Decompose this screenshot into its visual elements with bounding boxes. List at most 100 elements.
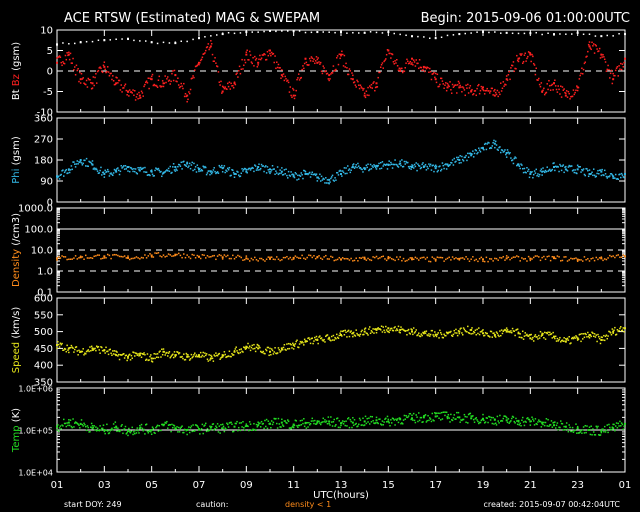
data-point — [333, 259, 335, 262]
data-point — [371, 165, 374, 167]
data-point — [412, 327, 415, 329]
data-point — [142, 95, 144, 97]
data-point — [547, 418, 549, 421]
data-point — [587, 169, 589, 172]
data-point — [461, 86, 464, 88]
data-point — [190, 425, 193, 427]
data-point — [84, 165, 87, 167]
data-point — [189, 167, 192, 170]
data-point — [308, 64, 310, 66]
data-point — [434, 333, 437, 336]
data-point — [186, 94, 189, 97]
data-point — [446, 86, 449, 89]
data-point — [350, 78, 352, 80]
data-point — [572, 89, 575, 91]
data-point — [123, 428, 125, 431]
data-point — [103, 257, 106, 259]
data-point — [444, 334, 446, 337]
data-point — [545, 170, 548, 173]
data-point — [319, 422, 321, 424]
data-point — [534, 334, 537, 336]
data-point — [347, 73, 350, 76]
data-point — [307, 426, 309, 428]
data-point — [319, 173, 321, 176]
data-point — [322, 417, 324, 420]
data-point — [404, 418, 406, 420]
x-tick-label: 05 — [145, 480, 158, 491]
data-point — [460, 86, 462, 88]
data-point — [270, 169, 273, 171]
data-point — [384, 59, 386, 62]
data-point — [198, 168, 200, 171]
data-point — [614, 69, 617, 72]
data-point — [601, 168, 603, 171]
data-point — [189, 257, 192, 260]
data-point — [269, 350, 271, 353]
data-point — [356, 332, 358, 335]
data-point — [538, 337, 541, 339]
data-point — [105, 71, 107, 74]
data-point — [549, 89, 552, 91]
data-point — [496, 415, 499, 418]
data-point — [254, 165, 257, 167]
data-point — [461, 418, 464, 421]
data-point — [196, 64, 199, 67]
density-y-tick-label: 10.0 — [31, 246, 53, 257]
data-point — [387, 255, 390, 258]
data-point — [486, 417, 488, 419]
data-point — [517, 163, 520, 165]
data-point — [140, 256, 143, 259]
data-point — [304, 421, 307, 424]
data-point — [549, 333, 552, 336]
data-point — [91, 40, 94, 43]
data-point — [598, 50, 600, 52]
data-point — [172, 166, 174, 168]
data-point — [510, 159, 513, 162]
speed-y-tick-label: 600 — [34, 294, 53, 305]
data-point — [90, 345, 93, 348]
data-point — [314, 423, 317, 425]
data-point — [111, 427, 113, 430]
data-point — [243, 167, 246, 170]
data-point — [95, 168, 98, 171]
data-point — [403, 329, 406, 332]
data-point — [581, 67, 583, 70]
data-point — [213, 429, 215, 431]
data-point — [150, 256, 153, 258]
x-tick-label: 03 — [98, 480, 111, 491]
data-point — [404, 163, 406, 165]
data-point — [115, 350, 117, 353]
data-point — [346, 32, 348, 34]
data-point — [543, 421, 545, 424]
data-point — [595, 175, 598, 178]
data-point — [529, 31, 532, 34]
data-point — [522, 421, 525, 423]
data-point — [450, 89, 452, 91]
data-point — [125, 168, 128, 170]
data-point — [554, 257, 557, 260]
data-point — [576, 337, 579, 340]
data-point — [115, 254, 117, 256]
data-point — [127, 170, 129, 172]
data-point — [396, 164, 398, 166]
data-point — [90, 350, 92, 352]
data-point — [242, 259, 244, 261]
data-point — [326, 422, 329, 425]
data-point — [142, 353, 144, 356]
data-point — [483, 89, 485, 92]
data-point — [476, 419, 478, 421]
data-point — [178, 86, 181, 89]
data-point — [471, 415, 473, 418]
data-point — [232, 85, 234, 87]
data-point — [552, 422, 554, 424]
data-point — [312, 342, 314, 345]
data-point — [319, 180, 322, 182]
data-point — [202, 432, 204, 435]
data-point — [479, 331, 482, 333]
data-point — [507, 331, 510, 333]
data-point — [517, 332, 520, 335]
data-point — [225, 255, 227, 258]
data-point — [264, 260, 266, 262]
data-point — [569, 342, 571, 345]
data-point — [68, 424, 71, 427]
